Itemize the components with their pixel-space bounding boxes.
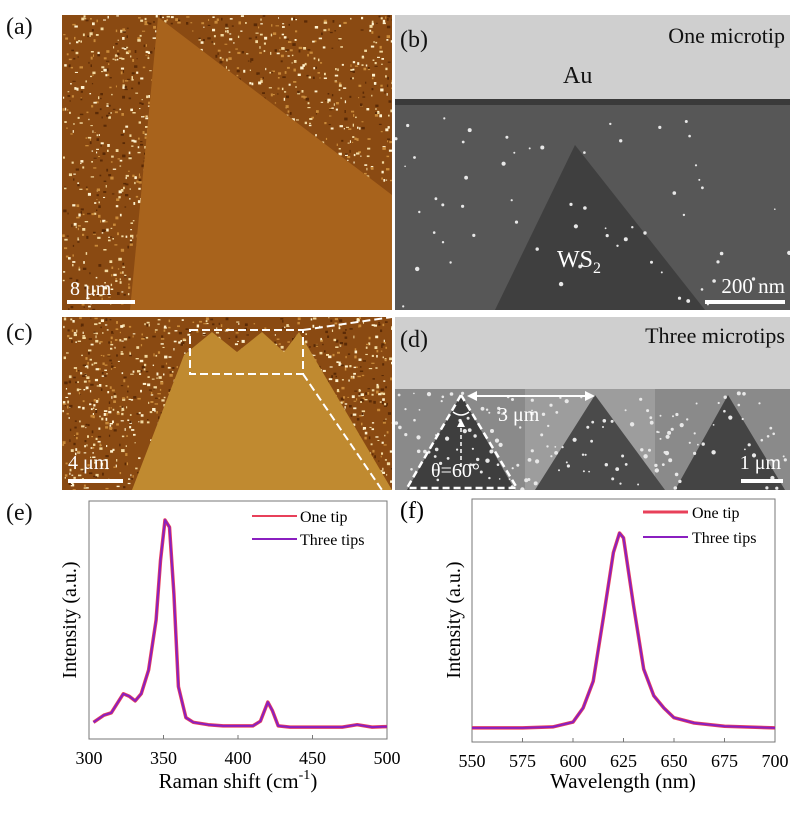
panel-label-a: (a) (6, 14, 33, 40)
panel-label-f: (f) (400, 498, 424, 524)
scalebar-label: 200 nm (721, 274, 785, 298)
legend-three-tips: Three tips (300, 532, 364, 549)
x-tick-label: 400 (225, 748, 252, 768)
arrow-right-icon (585, 391, 595, 401)
scalebar (705, 300, 785, 304)
panel-label-b: (b) (400, 27, 428, 53)
x-tick-label: 550 (459, 751, 486, 771)
afm-image-three-tips: 4 μm (62, 317, 392, 490)
x-tick-label: 300 (76, 748, 103, 768)
x-tick-label: 600 (560, 751, 587, 771)
x-tick-label: 675 (711, 751, 738, 771)
panel-label-d: (d) (400, 327, 428, 353)
series-line-three-tips (472, 532, 776, 729)
scalebar (68, 479, 123, 483)
ws2-triangle (495, 145, 705, 310)
x-tick-label: 450 (299, 748, 326, 768)
panel-title: One microtip (668, 23, 785, 48)
x-axis-label: Wavelength (nm) (550, 769, 696, 793)
y-axis-label: Intensity (a.u.) (59, 561, 81, 678)
x-tick-label: 500 (374, 748, 401, 768)
x-tick-label: 650 (661, 751, 688, 771)
y-axis-label: Intensity (a.u.) (443, 561, 465, 678)
scalebar (741, 479, 783, 483)
x-axis-label: Raman shift (cm-1) (159, 768, 318, 793)
scalebar-label: 4 μm (68, 452, 110, 474)
afm-image-one-tip: 8 μm (62, 15, 392, 310)
scalebar-label: 1 μm (740, 452, 782, 474)
ws2-triangle (130, 17, 392, 310)
arrow-left-icon (467, 391, 477, 401)
scalebar-label: 8 μm (70, 278, 112, 300)
ws2-label: WS2 (557, 247, 601, 277)
legend-one-tip: One tip (692, 505, 740, 522)
x-tick-label: 625 (610, 751, 637, 771)
panel-title: Three microtips (645, 323, 785, 348)
arrow-icon (457, 419, 465, 427)
ws2-triangle (132, 332, 392, 490)
sem-image-one-tip: (b) One microtip Au WS2 200 nm (395, 15, 790, 310)
series-line-one-tip (472, 531, 776, 730)
panel-label-c: (c) (6, 320, 33, 346)
x-tick-label: 700 (762, 751, 789, 771)
series-line-one-tip (92, 518, 388, 729)
scalebar (67, 300, 135, 304)
angle-label: θ=60° (431, 460, 480, 482)
au-label: Au (563, 63, 592, 89)
sem-image-three-tips: (d) Three microtips 3 μm θ=60° 1 μm (395, 317, 790, 490)
angle-arc (452, 411, 470, 416)
zoom-box (189, 329, 304, 375)
legend-three-tips: Three tips (692, 530, 756, 547)
x-tick-label: 350 (150, 748, 177, 768)
raman-chart: 300 350 400 450 500 One tip Three tips Inten… (59, 500, 401, 793)
spacing-label: 3 μm (498, 404, 540, 426)
x-tick-label: 575 (509, 751, 536, 771)
series-line-three-tips (92, 519, 388, 729)
pl-chart: (f) 550 575 600 625 650 675 700 One tip Three … (400, 498, 789, 793)
legend-one-tip: One tip (300, 509, 348, 526)
panel-label-e: (e) (6, 500, 33, 526)
